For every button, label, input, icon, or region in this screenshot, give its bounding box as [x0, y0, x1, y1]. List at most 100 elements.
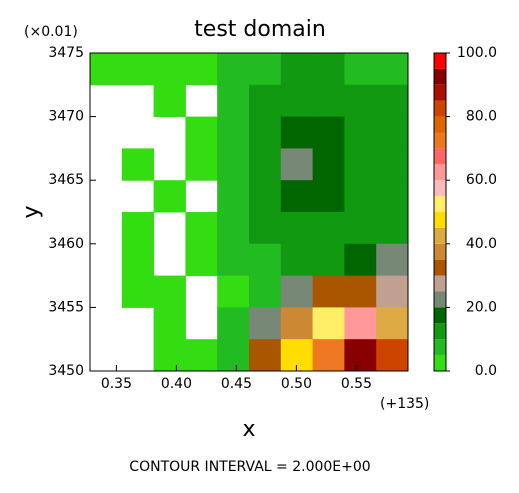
colorbar-label: 60.0	[466, 172, 497, 188]
y-tick-label: 3475	[48, 45, 84, 61]
contour-cell	[249, 84, 282, 118]
contour-cell	[280, 212, 314, 245]
colorbar-swatch	[434, 116, 446, 133]
contour-cell	[312, 275, 345, 308]
contour-cell	[344, 243, 377, 277]
colorbar-swatch	[434, 227, 446, 244]
colorbar-swatch	[434, 196, 446, 212]
contour-cell	[312, 212, 345, 245]
contour-cell	[376, 148, 409, 181]
x-offset-note: (+135)	[380, 396, 429, 412]
colorbar-swatch	[434, 307, 446, 324]
contour-cell	[312, 339, 345, 372]
contour-cell	[217, 339, 250, 372]
x-tick-label: 0.55	[341, 376, 372, 392]
colorbar-swatch	[434, 180, 446, 197]
contour-cell	[217, 148, 250, 181]
contour-cell	[217, 116, 250, 149]
contour-cell	[153, 339, 186, 372]
contour-cell	[121, 275, 155, 308]
contour-cell	[153, 275, 186, 308]
contour-cell	[217, 180, 250, 213]
contour-cell	[280, 116, 314, 149]
contour-cell	[217, 275, 250, 308]
contour-cell	[217, 307, 250, 340]
contour-cell	[280, 275, 314, 308]
contour-cell	[185, 243, 218, 277]
contour-cell	[121, 243, 155, 277]
contour-cell	[344, 212, 377, 245]
contour-cell	[280, 307, 314, 340]
colorbar-swatch	[434, 84, 446, 101]
contour-cell	[344, 148, 377, 181]
colorbar-swatch	[434, 275, 446, 292]
contour-cell	[376, 116, 409, 149]
contour-cell	[312, 307, 345, 340]
contour-cell	[153, 53, 186, 86]
contour-cell	[249, 307, 282, 340]
contour-cell	[376, 212, 409, 245]
contour-cell	[185, 116, 218, 149]
x-axis-label: x	[242, 417, 255, 442]
x-tick-label: 0.35	[101, 376, 132, 392]
contour-cell	[344, 275, 377, 308]
colorbar-swatch	[434, 243, 446, 260]
colorbar-label: 100.0	[457, 45, 497, 61]
contour-cell	[90, 53, 123, 86]
contour-cell	[312, 243, 345, 277]
contour-cell	[344, 116, 377, 149]
colorbar-label: 0.0	[475, 363, 497, 379]
contour-cell	[376, 180, 409, 213]
contour-cell	[217, 53, 250, 86]
contour-cell	[344, 307, 377, 340]
colorbar-swatch	[434, 259, 446, 276]
contour-cell	[153, 180, 186, 213]
contour-cell	[376, 339, 409, 372]
contour-cell	[217, 243, 250, 277]
contour-cell	[249, 275, 282, 308]
contour-cell	[280, 84, 314, 118]
colorbar-swatch	[434, 132, 446, 149]
contour-cell	[249, 53, 282, 86]
contour-cell	[312, 116, 345, 149]
y-tick-label: 3470	[48, 109, 84, 125]
contour-cell	[344, 84, 377, 118]
contour-cell	[121, 212, 155, 245]
contour-cell	[280, 339, 314, 372]
colorbar-swatch	[434, 291, 446, 308]
contour-cell	[153, 307, 186, 340]
colorbar-swatch	[434, 323, 446, 340]
colorbar-swatch	[434, 164, 446, 181]
x-tick-label: 0.40	[161, 376, 192, 392]
contour-cell	[280, 53, 314, 86]
y-axis-label: y	[19, 205, 44, 218]
colorbar-label: 80.0	[466, 109, 497, 125]
contour-cell	[312, 84, 345, 118]
colorbar-swatch	[434, 355, 446, 371]
colorbar-swatch	[434, 212, 446, 228]
colorbar-swatch	[434, 148, 446, 165]
y-tick-label: 3450	[48, 363, 84, 379]
contour-cell	[376, 84, 409, 118]
x-tick-label: 0.45	[221, 376, 252, 392]
contour-cell	[312, 53, 345, 86]
contour-cell	[312, 180, 345, 213]
colorbar-swatch	[434, 68, 446, 85]
y-tick-label: 3465	[48, 172, 84, 188]
contour-cell	[249, 180, 282, 213]
contour-cell	[185, 148, 218, 181]
contour-cell	[153, 84, 186, 118]
colorbar-label: 20.0	[466, 299, 497, 315]
contour-cell	[344, 53, 377, 86]
contour-cell	[312, 148, 345, 181]
contour-cell	[344, 180, 377, 213]
colorbar-swatch	[434, 339, 446, 356]
colorbar-swatch	[434, 53, 446, 69]
colorbar-label: 40.0	[466, 236, 497, 252]
contour-cell	[249, 243, 282, 277]
x-tick-label: 0.50	[281, 376, 312, 392]
contour-cell	[249, 148, 282, 181]
chart-title: test domain	[194, 17, 326, 42]
y-tick-label: 3455	[48, 299, 84, 315]
